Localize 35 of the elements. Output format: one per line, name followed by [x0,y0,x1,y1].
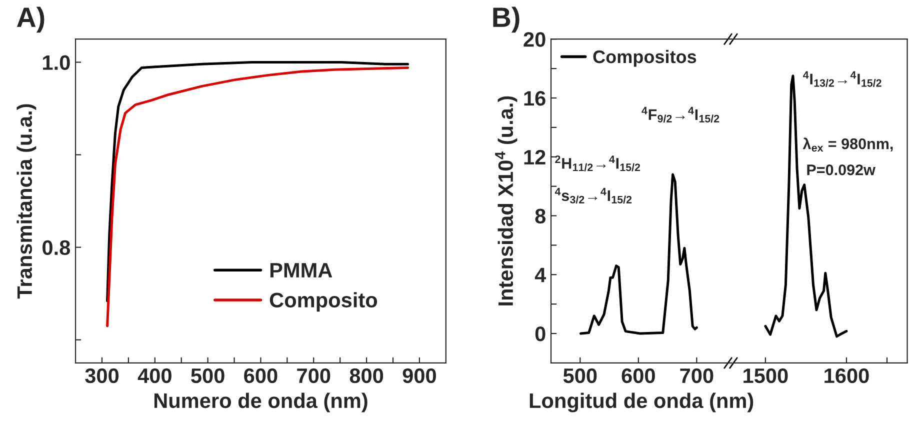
y-axis-title: Transmitancia (u.a.) [16,104,36,299]
annotation: $^{4}$I$_{13/2}$→$^{4}$I$_{15/2}$ [803,71,882,87]
x-tick-label: 1500 [744,368,788,384]
y-tick-label: 4 [534,268,546,282]
x-tick-label: 400 [138,368,172,384]
x-tick-label: 600 [622,368,655,384]
annotation: P=0.092w [807,164,876,176]
y-tick-label: 16 [524,90,546,106]
annotation: $^{4}$F$_{9/2}$→$^{4}$I$_{15/2}$ [642,106,720,123]
annotation: $^{4}$s$_{3/2}$→$^{4}$I$_{15/2}$ [554,188,632,204]
x-tick-label: 700 [680,368,714,384]
y-axis-title: Intensidad X10$^{4}$ (u.a.) [495,96,518,306]
chart-title: A) [16,6,44,33]
annotation: $^{2}$H$_{11/2}$→$^{4}$I$_{15/2}$ [555,156,640,172]
x-tick-label: 1600 [824,368,869,384]
x-tick-label: 900 [402,368,436,384]
chart-title: B) [493,6,520,33]
legend-label: PMMA [270,263,332,278]
x-tick-label: 500 [563,368,597,384]
x-axis-title: Longitud de onda (nm) [530,392,754,412]
legend-label: Compositos [593,50,696,67]
y-tick-label: 0 [535,326,546,342]
x-tick-label: 500 [191,368,224,384]
x-axis-title: Numero de onda (nm) [154,392,368,412]
legend-label: Composito [270,292,378,312]
annotation: λ$_{ex}$ = 980nm, [802,138,893,152]
y-tick-label: 0.8 [42,240,70,256]
x-tick-label: 300 [85,368,119,384]
y-tick-label: 12 [524,150,546,164]
y-tick-label: 1.0 [43,55,70,70]
x-tick-label: 600 [244,368,278,384]
y-tick-label: 8 [535,208,546,224]
y-tick-label: 20 [524,32,546,47]
x-tick-label: 700 [297,368,330,384]
x-tick-label: 800 [350,368,384,384]
